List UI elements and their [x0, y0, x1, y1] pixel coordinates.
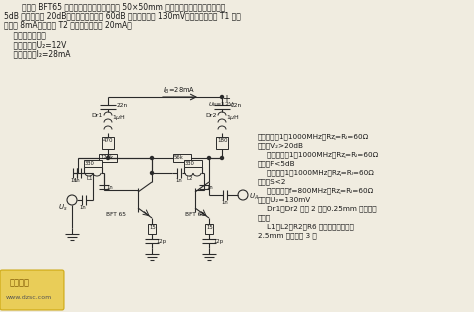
Text: 330: 330 — [185, 161, 195, 166]
Bar — [102, 137, 114, 149]
FancyBboxPatch shape — [0, 270, 64, 310]
Text: 120k: 120k — [100, 155, 113, 160]
Bar — [148, 224, 156, 234]
Text: 1n: 1n — [106, 185, 113, 190]
Text: L1: L1 — [87, 176, 93, 181]
Text: 时）：U₂=130mV: 时）：U₂=130mV — [258, 196, 311, 202]
Text: BFT 65: BFT 65 — [185, 212, 205, 217]
Text: 22n: 22n — [231, 103, 242, 108]
Text: $U_s$: $U_s$ — [58, 203, 68, 213]
Text: 1n: 1n — [175, 178, 182, 183]
Text: 1n: 1n — [206, 185, 213, 190]
Text: 驼波比（1～1000MHz，Rⱬ=Rₗ=60Ω: 驼波比（1～1000MHz，Rⱬ=Rₗ=60Ω — [258, 169, 374, 176]
Text: 12p: 12p — [213, 239, 223, 244]
Circle shape — [151, 157, 154, 159]
Bar — [99, 154, 117, 162]
Text: www.dzsc.com: www.dzsc.com — [6, 295, 52, 300]
Text: 5dB 时放大量为 20dB，在交叉调制衰减 60dB 时输出电压为 130mV。第一级晶体管 T1 的集: 5dB 时放大量为 20dB，在交叉调制衰减 60dB 时输出电压为 130mV… — [4, 11, 241, 20]
Text: $U_A$: $U_A$ — [249, 192, 259, 202]
Text: +: + — [222, 94, 230, 104]
Text: 15: 15 — [149, 225, 156, 230]
Text: L1、L2；R2、R6 的导线引线，各在: L1、L2；R2、R6 的导线引线，各在 — [258, 223, 354, 230]
Text: 放大系数（1～1000MHz，Rⱬ=Rₗ=60Ω: 放大系数（1～1000MHz，Rⱬ=Rₗ=60Ω — [258, 133, 369, 139]
Text: BFT 65: BFT 65 — [106, 212, 126, 217]
Text: 330: 330 — [85, 161, 95, 166]
Text: 180: 180 — [217, 138, 228, 143]
Circle shape — [107, 157, 109, 159]
Circle shape — [220, 157, 224, 159]
Text: 时）：V₂>20dB: 时）：V₂>20dB — [258, 142, 304, 149]
Text: 15: 15 — [206, 225, 213, 230]
Text: 1n: 1n — [70, 178, 77, 183]
Text: Dr1、Dr2 均为 2 匹，0.25mm 铜线，穿: Dr1、Dr2 均为 2 匹，0.25mm 铜线，穿 — [258, 205, 377, 212]
Text: $1\mu$H: $1\mu$H — [112, 113, 126, 122]
Text: 由两个 BFT65 构成的宽带放大器装在一块 50×50mm 的铜涂层板上。在噪声系数为: 由两个 BFT65 构成的宽带放大器装在一块 50×50mm 的铜涂层板上。在噪… — [22, 2, 225, 11]
Text: 维库一下: 维库一下 — [10, 278, 30, 287]
Text: 1n: 1n — [79, 205, 86, 210]
Bar — [216, 137, 228, 149]
Bar — [184, 160, 202, 167]
Text: 22n: 22n — [117, 103, 128, 108]
Text: $I_{\rm B}$=28mA: $I_{\rm B}$=28mA — [163, 86, 195, 96]
Bar — [205, 224, 213, 234]
Text: L2: L2 — [187, 176, 193, 181]
Circle shape — [151, 172, 154, 174]
Text: 1n: 1n — [221, 200, 228, 205]
Text: 56k: 56k — [174, 155, 184, 160]
Text: 时）：F<5dB: 时）：F<5dB — [258, 160, 296, 167]
Circle shape — [208, 157, 210, 159]
Text: 470: 470 — [103, 138, 113, 143]
Text: $1\mu$H: $1\mu$H — [226, 113, 240, 122]
Text: 1n: 1n — [73, 178, 80, 183]
Text: 工作电流：I₂=28mA: 工作电流：I₂=28mA — [4, 49, 71, 58]
Text: $U_{\rm B}$=12V: $U_{\rm B}$=12V — [208, 100, 235, 109]
Text: 输出电压（f=800MHz，Rⱬ=Rₗ=60Ω: 输出电压（f=800MHz，Rⱬ=Rₗ=60Ω — [258, 187, 373, 194]
Bar — [173, 154, 191, 162]
Text: 2.5mm 芯杆上绕 3 匹: 2.5mm 芯杆上绕 3 匹 — [258, 232, 317, 239]
Bar — [84, 160, 102, 167]
Circle shape — [220, 95, 224, 99]
Text: 噪声系数（1～1000MHz，Rⱬ=Rₗ=60Ω: 噪声系数（1～1000MHz，Rⱬ=Rₗ=60Ω — [258, 151, 378, 158]
Text: 工作电压：U₂=12V: 工作电压：U₂=12V — [4, 40, 66, 49]
Text: 12p: 12p — [156, 239, 166, 244]
Text: 孔磁芯: 孔磁芯 — [258, 214, 271, 221]
Text: 时）：S<2: 时）：S<2 — [258, 178, 286, 185]
Text: Dr1: Dr1 — [91, 113, 102, 118]
Text: 电流为 8mA，第二级 T2 的集电极电流为 20mA。: 电流为 8mA，第二级 T2 的集电极电流为 20mA。 — [4, 20, 132, 29]
Text: Dr2: Dr2 — [205, 113, 217, 118]
Text: 主要技术数据：: 主要技术数据： — [4, 31, 46, 40]
